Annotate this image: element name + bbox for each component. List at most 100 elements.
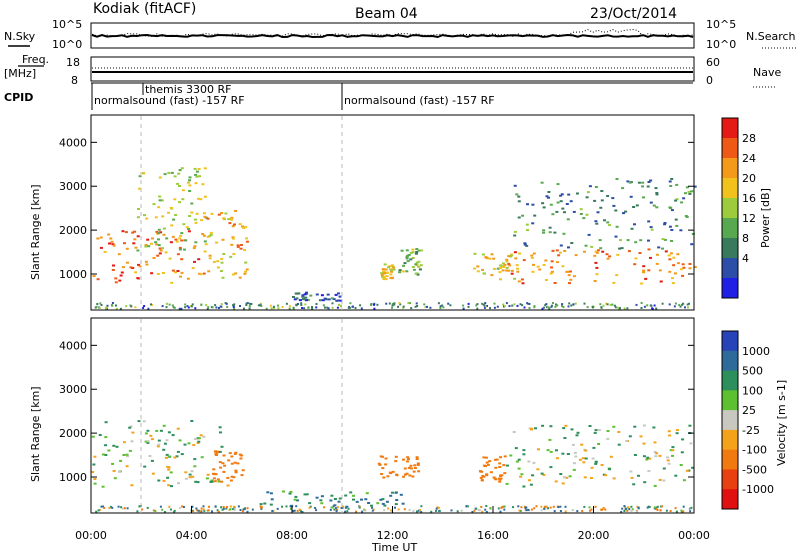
power-cells-cell-8 <box>661 247 664 250</box>
power-cells-cell-7 <box>676 253 680 256</box>
power-cells-near-range-cell <box>391 303 394 305</box>
vel-cells-cell-0 <box>202 435 206 438</box>
vel-cells-cell-4 <box>514 447 518 450</box>
power-cells-near-range-cell <box>410 307 413 310</box>
power-cells-near-range-cell <box>327 307 330 310</box>
vel-cells-near-range-cell <box>475 507 478 510</box>
power-cells-cell-6 <box>490 274 494 277</box>
power-cells-cell-7 <box>550 260 554 263</box>
vel-cells-cell-0 <box>226 484 230 487</box>
power-cells-cell-7 <box>569 278 573 281</box>
vel-cells-near-range-cell <box>298 508 301 511</box>
vel-cbar-tick-label: 100 <box>742 384 763 397</box>
vel-cells-near-range-cell <box>292 510 295 512</box>
power-cells-cell-3 <box>337 292 340 295</box>
vel-cells-near-range-cell <box>626 509 629 512</box>
vel-cells-near-range-cell <box>251 508 254 511</box>
power-cells-cell-8 <box>545 195 549 198</box>
vel-cells-near-range-cell <box>229 508 232 511</box>
power-cells-cell-2 <box>230 216 234 219</box>
power-cells-near-range-cell <box>277 307 280 310</box>
vel-cells-near-range-cell <box>192 510 195 512</box>
vel-cells-near-range-cell <box>272 509 275 512</box>
vel-cells-near-range-cell <box>623 505 626 508</box>
power-cells-cell-7 <box>664 250 668 253</box>
power-cells-near-range-cell <box>449 304 452 307</box>
power-cells-near-range-cell <box>546 305 549 308</box>
power-cells-cell-6 <box>507 269 511 272</box>
vel-cells-cell-4 <box>630 476 634 479</box>
power-cells-cell-6 <box>476 265 480 268</box>
vel-cells-near-range-cell <box>682 510 685 513</box>
vel-cells-cell-3 <box>498 480 502 483</box>
vel-cells-cell-2 <box>416 462 420 465</box>
vel-cells-near-range-cell <box>371 506 373 509</box>
power-cells-cell-8 <box>615 178 619 180</box>
vel-cells-near-range-cell <box>169 508 172 511</box>
power-cells-cell-8 <box>531 222 535 225</box>
power-cells-cell-0 <box>125 247 129 250</box>
power-cells-cell-1 <box>178 201 181 204</box>
power-cells-cell-8 <box>655 193 659 196</box>
x-axis: 00:00 04:00 08:00 12:00 16:00 20:00 00:00 <box>75 506 710 542</box>
vel-cells-near-range-cell <box>477 508 480 511</box>
vel-cells-cell-5 <box>340 506 344 509</box>
power-cells-near-range-cell <box>388 302 391 305</box>
power-cells-cell-1 <box>173 198 177 201</box>
vel-cells-cell-4 <box>555 449 558 452</box>
power-cells-cell-6 <box>482 272 486 275</box>
power-cells-cell-8 <box>615 225 619 228</box>
vel-cells-cell-4 <box>566 453 570 455</box>
vel-cells-cell-2 <box>413 467 417 469</box>
power-cells-cell-3 <box>294 292 298 295</box>
power-cells-cell-7 <box>567 274 571 277</box>
power-cells-near-range-cell <box>391 306 393 309</box>
vel-cells-cell-4 <box>505 464 509 467</box>
power-cells-cell-8 <box>595 222 599 225</box>
power-cells-near-range-cell <box>246 302 249 305</box>
power-cells-cell-0 <box>99 236 103 239</box>
power-cells-cell-7 <box>549 272 553 275</box>
power-cells-cell-2 <box>231 225 235 228</box>
power-cells-cell-3 <box>304 296 308 299</box>
vel-cells-cell-5 <box>379 498 383 501</box>
vel-cells-cell-0 <box>122 441 126 444</box>
station-title: Kodiak (fitACF) <box>93 1 196 17</box>
vel-cells-cell-3 <box>493 477 497 480</box>
power-cells-cell-2 <box>220 257 224 260</box>
power-cells-near-range-cell <box>393 303 396 306</box>
vel-cells-cell-4 <box>662 479 666 482</box>
power-cells-cell-7 <box>642 269 646 272</box>
power-cells-cell-7 <box>572 275 576 278</box>
vel-cells-cell-2 <box>407 466 411 469</box>
vel-cells-near-range-cell <box>217 510 220 513</box>
power-cells-near-range-cell <box>673 305 676 308</box>
vel-cells-near-range-cell <box>225 507 228 510</box>
power-cells-cell-8 <box>647 239 650 242</box>
power-cells-cell-1 <box>167 171 171 174</box>
vel-cells-cell-4 <box>512 431 516 433</box>
vel-cbar-swatch <box>722 469 738 490</box>
vel-cells-cell-0 <box>131 431 135 434</box>
power-cells-cell-0 <box>131 267 135 269</box>
vel-cells-cell-2 <box>381 455 384 458</box>
vel-cells-cell-0 <box>180 453 184 456</box>
power-cells-near-range-cell <box>184 306 187 309</box>
power-cells-cell-2 <box>208 254 212 257</box>
vel-cells-cell-4 <box>643 481 647 484</box>
power-cells-cell-8 <box>586 191 590 194</box>
power-cells-cell-0 <box>158 252 162 255</box>
vel-cbar-swatch <box>722 370 738 391</box>
power-cells-cell-5 <box>406 260 410 263</box>
power-cells-cell-0 <box>179 234 183 237</box>
vel-cells-cell-0 <box>128 449 132 452</box>
vel-cells-cell-3 <box>479 476 483 479</box>
power-cells-cell-1 <box>157 232 161 234</box>
power-cells-cell-6 <box>481 268 484 271</box>
power-cells-cell-3 <box>318 299 322 302</box>
vel-cells-near-range-cell <box>208 505 210 508</box>
power-cells-cell-7 <box>681 274 685 277</box>
power-cells-cell-1 <box>185 226 189 229</box>
vel-cells-near-range-cell <box>146 506 149 509</box>
power-cbar-tick-label: 8 <box>742 232 749 245</box>
